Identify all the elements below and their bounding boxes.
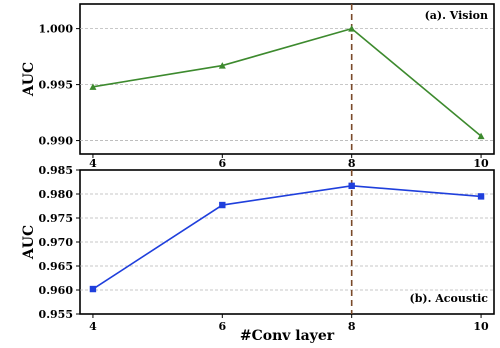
x-tick-label: 4: [89, 157, 97, 170]
y-tick-label: 0.970: [39, 236, 74, 249]
x-ticks: 4 6 8 10: [89, 314, 489, 333]
panel-title: (b). Acoustic: [410, 292, 489, 305]
y-axis-label: AUC: [21, 62, 37, 97]
x-tick-label: 4: [89, 320, 97, 333]
markers: [89, 25, 485, 140]
y-tick-label: 0.980: [39, 188, 74, 201]
x-axis-label: #Conv layer: [240, 328, 335, 344]
y-tick-label: 0.965: [39, 260, 73, 273]
data-point: [477, 193, 485, 200]
data-point: [348, 182, 355, 190]
y-tick-label: 0.975: [39, 212, 73, 225]
plot-frame: [79, 3, 495, 155]
x-tick-label: 8: [348, 157, 356, 170]
y-tick-label: 0.985: [39, 164, 73, 177]
x-tick-label: 10: [473, 157, 489, 170]
x-ticks: 4 6 8 10: [89, 154, 489, 170]
x-tick-label: 10: [473, 320, 489, 333]
data-point: [218, 62, 226, 69]
x-tick-label: 6: [218, 320, 226, 333]
data-point: [477, 132, 485, 140]
markers: [89, 182, 485, 293]
y-tick-label: 0.955: [39, 308, 73, 321]
y-axis-label: AUC: [21, 225, 37, 260]
panel-vision: 0.990 0.995 1.000 4 6 8 10 (a). Vision AUC: [21, 3, 495, 170]
data-point: [89, 83, 97, 90]
y-tick-label: 0.960: [39, 284, 74, 297]
gridlines: [80, 193, 494, 291]
panel-acoustic: 0.955 0.960 0.965 0.970 0.975 0.980 0.985 4 6 8 1…: [21, 164, 495, 344]
data-point: [89, 285, 97, 293]
y-ticks: 0.990 0.995 1.000: [39, 23, 80, 148]
series-line: [92, 185, 482, 290]
y-ticks: 0.955 0.960 0.965 0.970 0.975 0.980 0.985: [39, 164, 80, 321]
y-tick-label: 1.000: [39, 23, 74, 36]
x-tick-label: 8: [348, 320, 356, 333]
y-tick-label: 0.990: [39, 135, 74, 148]
panel-title: (a). Vision: [425, 9, 488, 22]
data-point: [219, 201, 226, 209]
y-tick-label: 0.995: [39, 79, 73, 92]
x-tick-label: 6: [218, 157, 226, 170]
data-point: [348, 25, 356, 32]
gridlines: [80, 28, 494, 141]
series-line: [92, 27, 482, 137]
